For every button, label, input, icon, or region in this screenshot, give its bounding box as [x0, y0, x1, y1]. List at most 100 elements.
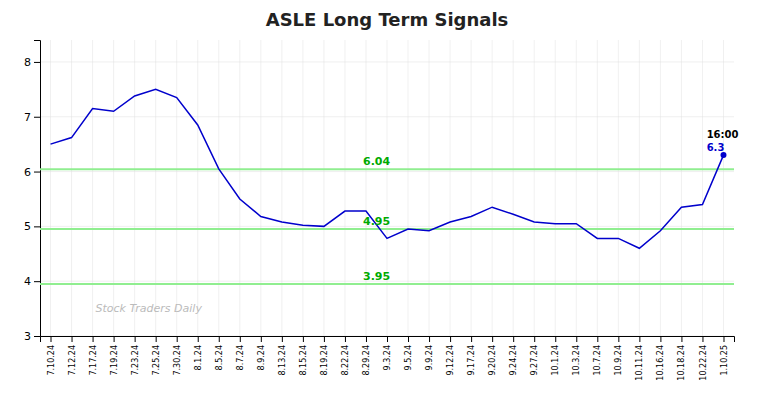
grid-line-x	[197, 40, 198, 336]
x-tick-mark	[345, 336, 346, 342]
x-tick: 9.17.24	[467, 336, 476, 376]
signal-label: 3.95	[363, 270, 390, 283]
x-tick: 10.11.24	[635, 336, 644, 381]
x-tick: 9.27.24	[530, 336, 539, 376]
grid-line-x	[534, 40, 535, 336]
grid-line-x	[576, 40, 577, 336]
y-tick-label: 8	[24, 56, 31, 69]
x-tick-mark	[324, 336, 325, 342]
grid-line-x	[155, 40, 156, 336]
x-tick: 7.19.24	[110, 336, 119, 376]
x-tick-mark	[408, 336, 409, 342]
grid-line-x	[344, 40, 345, 336]
x-tick-mark	[51, 336, 52, 342]
x-tick: 10.7.24	[593, 336, 602, 376]
x-tick: 7.25.24	[152, 336, 161, 376]
x-tick: 8.15.24	[299, 336, 308, 376]
x-tick: 9.9.24	[425, 336, 434, 370]
x-tick-mark	[366, 336, 367, 342]
grid-line-x	[387, 40, 388, 336]
x-tick-label: 9.3.24	[383, 345, 392, 370]
x-tick-mark	[492, 336, 493, 342]
x-tick: 7.30.24	[173, 336, 182, 376]
x-tick-label: 9.20.24	[488, 345, 497, 376]
grid-line-x	[723, 40, 724, 336]
grid-line-x	[260, 40, 261, 336]
y-axis: 345678	[24, 41, 41, 344]
grid-line-x	[134, 40, 135, 336]
grid-line-x	[50, 40, 51, 336]
x-axis: 7.10.24 7.12.24 7.17.24 7.19.24 7.23.24 7.25.…	[41, 336, 735, 381]
x-tick-mark	[723, 336, 724, 342]
x-tick-mark	[471, 336, 472, 342]
x-tick: 9.20.24	[488, 336, 497, 376]
x-tick-label: 7.12.24	[68, 345, 77, 376]
grid-line-x	[218, 40, 219, 336]
x-tick-mark	[555, 336, 556, 342]
x-tick: 8.9.24	[257, 336, 266, 370]
x-tick-label: 9.24.24	[509, 345, 518, 376]
x-tick-mark	[240, 336, 241, 342]
x-tick-label: 8.13.24	[278, 345, 287, 376]
marks	[40, 89, 734, 284]
x-tick-label: 7.30.24	[173, 345, 182, 376]
x-tick-label: 7.10.24	[47, 345, 56, 376]
price-line	[51, 89, 724, 248]
x-tick-label: 9.9.24	[425, 345, 434, 370]
grid-line-x	[92, 40, 93, 336]
x-tick-mark	[303, 336, 304, 342]
grid-line-x	[618, 40, 619, 336]
x-tick-mark	[198, 336, 199, 342]
x-tick-label: 10.9.24	[614, 345, 623, 376]
signal-label: 6.04	[363, 155, 390, 168]
x-tick-mark	[177, 336, 178, 342]
grid-line-x	[471, 40, 472, 336]
x-tick-label: 9.27.24	[530, 345, 539, 376]
signal-labels: 6.04 4.95 3.95	[363, 155, 390, 283]
y-tick-mark	[34, 336, 40, 337]
x-tick: 7.17.24	[89, 336, 98, 376]
x-tick-label: 10.11.24	[635, 345, 644, 381]
x-tick-label: 8.29.24	[362, 345, 371, 376]
signal-line	[40, 228, 734, 230]
x-tick: 8.5.24	[215, 336, 224, 370]
x-tick: 9.24.24	[509, 336, 518, 376]
title: ASLE Long Term Signals	[266, 9, 509, 30]
grid-line-x	[176, 40, 177, 336]
y-axis-line	[34, 41, 41, 337]
x-tick: 8.13.24	[278, 336, 287, 376]
annotation: 16:00	[707, 129, 739, 140]
x-tick-label: 10.18.24	[677, 345, 686, 381]
grid-line-x	[702, 40, 703, 336]
x-tick-label: 8.1.24	[194, 345, 203, 370]
x-tick-mark	[639, 336, 640, 342]
y-tick-mark	[34, 117, 40, 118]
x-tick-mark	[156, 336, 157, 342]
y-tick: 7	[24, 111, 40, 124]
x-tick-mark	[534, 336, 535, 342]
x-tick-mark	[513, 336, 514, 342]
y-tick: 8	[24, 56, 40, 69]
x-tick-label: 7.25.24	[152, 345, 161, 376]
y-tick: 4	[24, 275, 40, 288]
x-tick-label: 10.22.24	[699, 345, 708, 381]
y-tick-mark	[34, 226, 40, 227]
grid-line-x	[239, 40, 240, 336]
x-tick: 1.10.25	[720, 336, 729, 376]
grid-line-x	[660, 40, 661, 336]
x-tick: 7.23.24	[131, 336, 140, 376]
signal-label: 4.95	[363, 215, 390, 228]
signal-line	[40, 168, 734, 170]
x-tick-mark	[681, 336, 682, 342]
x-tick: 8.7.24	[236, 336, 245, 370]
grid-line-x	[281, 40, 282, 336]
x-tick-label: 7.23.24	[131, 345, 140, 376]
x-tick: 10.22.24	[699, 336, 708, 381]
x-tick: 10.9.24	[614, 336, 623, 376]
y-tick-label: 6	[24, 166, 31, 179]
y-tick-label: 4	[24, 275, 31, 288]
annotations: 16:006.3	[707, 129, 739, 153]
x-tick-label: 8.15.24	[299, 345, 308, 376]
y-tick-label: 5	[24, 220, 31, 233]
x-tick-mark	[450, 336, 451, 342]
